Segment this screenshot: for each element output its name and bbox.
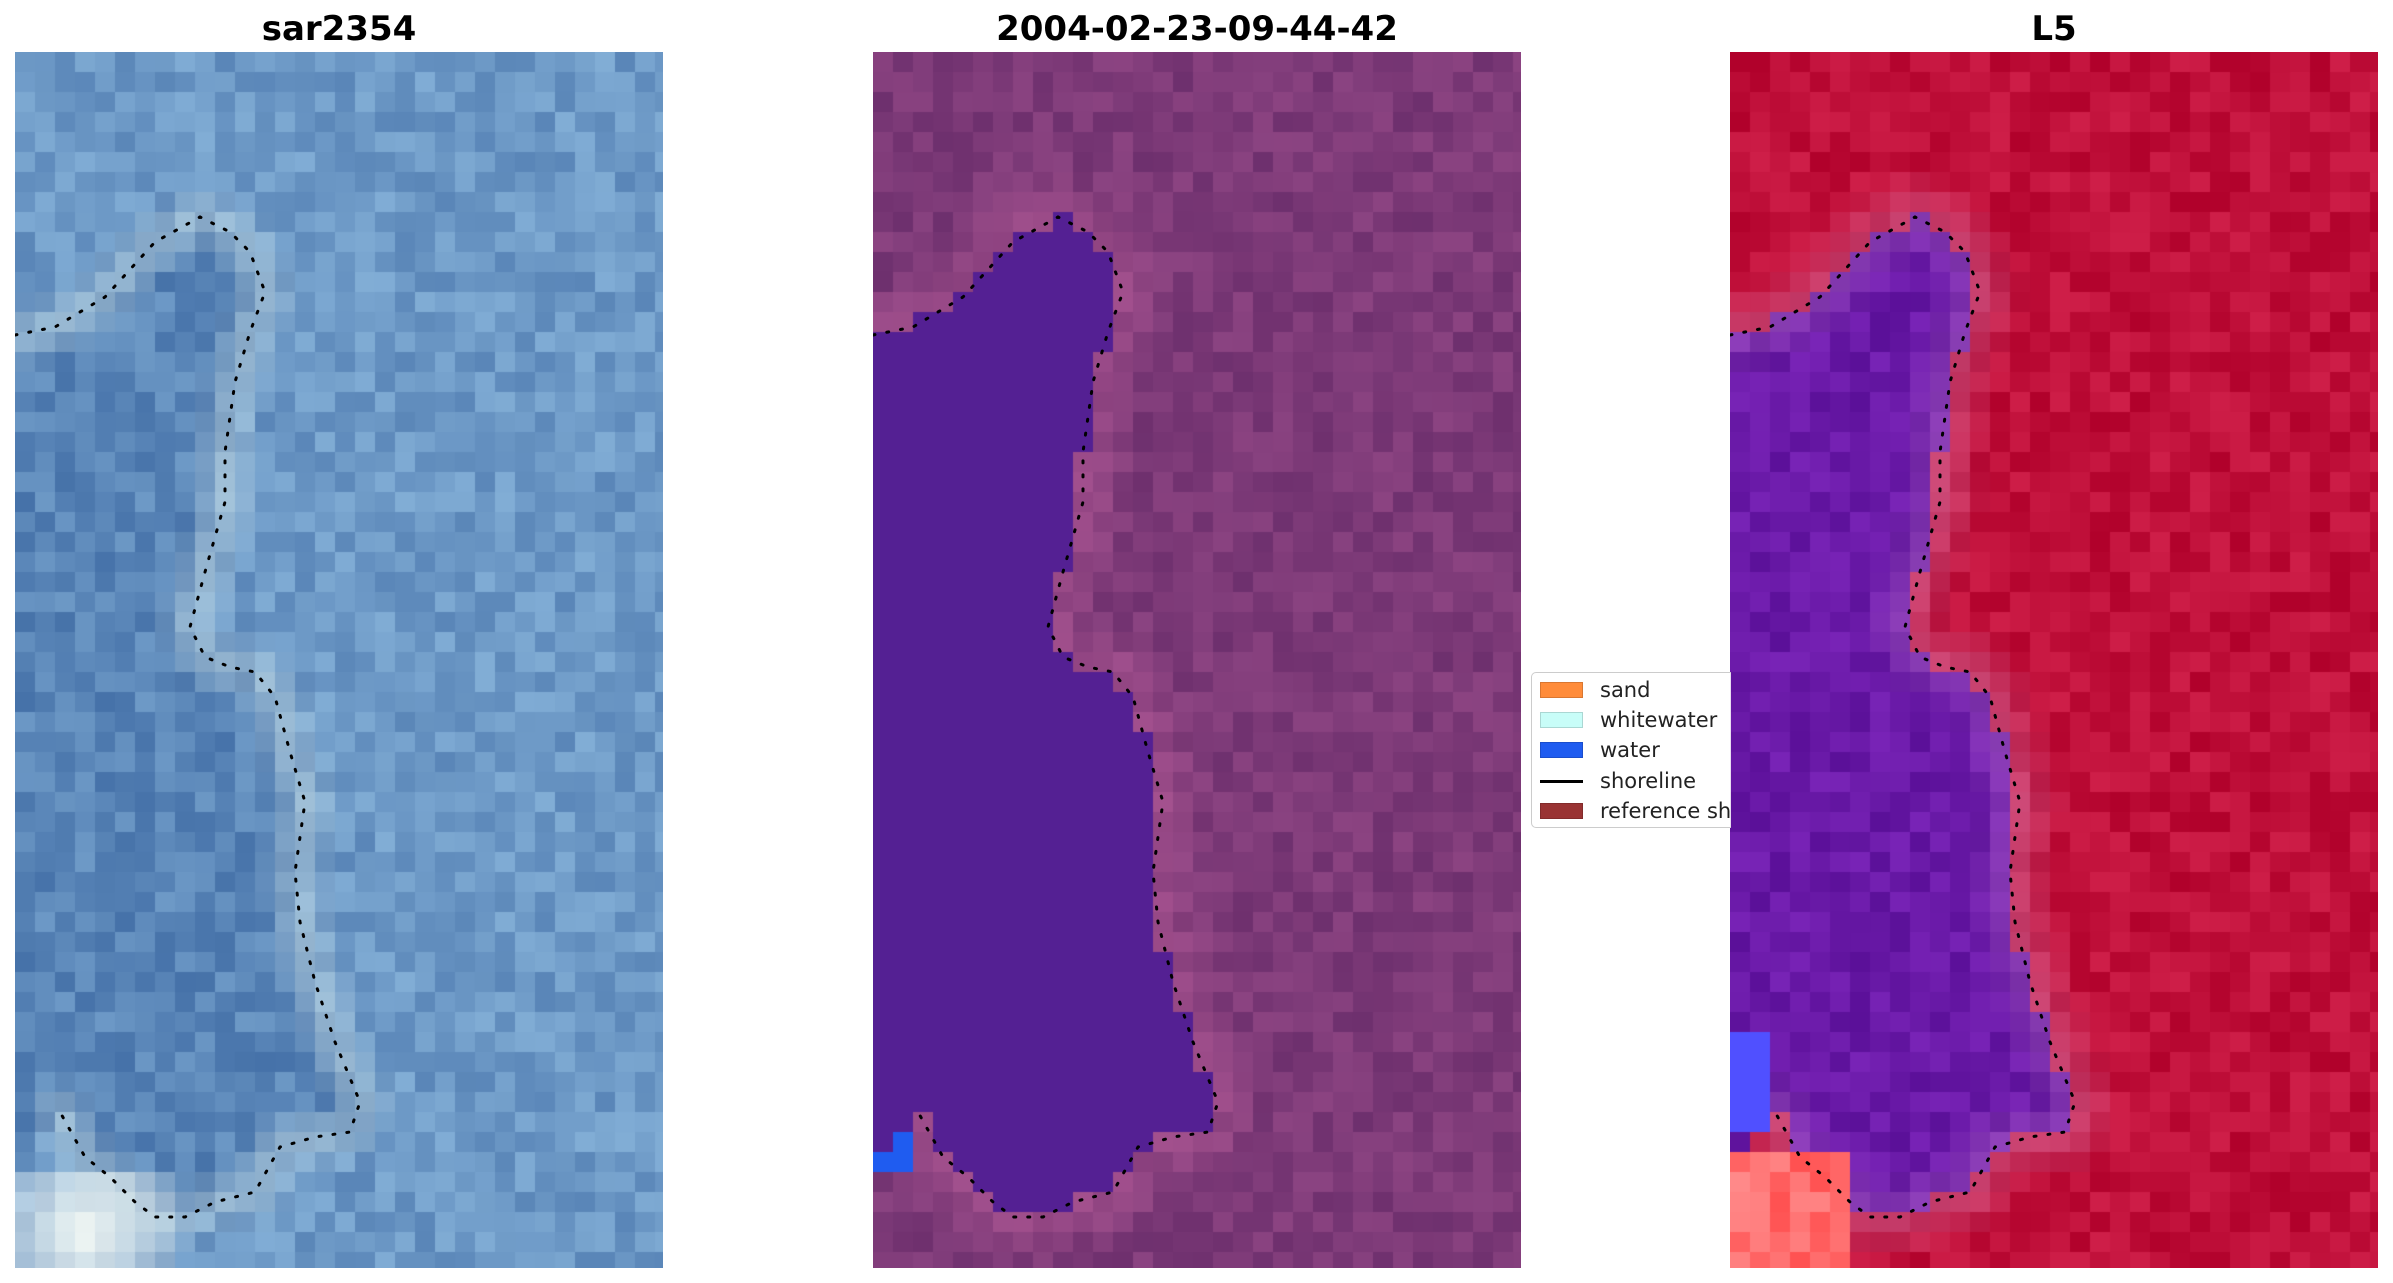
panel-title-rgb: sar2354 xyxy=(261,9,417,49)
shoreline-dotted-line xyxy=(1730,215,2077,1219)
legend-label-whitewater: whitewater xyxy=(1600,708,1718,732)
legend-label-sand: sand xyxy=(1600,678,1651,702)
rgb-satellite-image xyxy=(15,52,663,1268)
mndwi-image-panel xyxy=(1730,52,2378,1268)
sand-swatch xyxy=(1540,682,1583,698)
legend-label-water: water xyxy=(1600,738,1660,762)
classified-image xyxy=(873,52,1521,1268)
shoreline-dotted-line xyxy=(15,215,362,1219)
water-swatch xyxy=(1540,742,1583,758)
shoreline-line-swatch xyxy=(1540,779,1583,783)
classified-shoreline-overlay xyxy=(873,215,1220,1219)
legend-item-shoreline: shoreline xyxy=(1540,768,1696,794)
mndwi-shoreline-overlay xyxy=(1730,215,2077,1219)
legend-item-reference-shoreline: reference shoreline xyxy=(1540,798,1731,824)
reference-shoreline-swatch xyxy=(1540,803,1583,819)
legend-item-sand: sand xyxy=(1540,677,1650,703)
shoreline-dotted-line xyxy=(873,215,1220,1219)
legend-item-water: water xyxy=(1540,737,1660,763)
whitewater-swatch xyxy=(1540,712,1583,728)
panel-title-mndwi: L5 xyxy=(2031,9,2077,49)
classified-image-panel xyxy=(873,52,1521,1268)
legend: sand whitewater water shoreline referenc… xyxy=(1531,672,1731,828)
legend-label-reference-shoreline: reference shoreline xyxy=(1600,799,1731,823)
rgb-shoreline-overlay xyxy=(15,215,362,1219)
mndwi-image xyxy=(1730,52,2378,1268)
legend-item-whitewater: whitewater xyxy=(1540,707,1717,733)
legend-label-shoreline: shoreline xyxy=(1600,769,1697,793)
panel-title-classified: 2004-02-23-09-44-42 xyxy=(996,9,1398,49)
rgb-image-panel xyxy=(15,52,663,1268)
